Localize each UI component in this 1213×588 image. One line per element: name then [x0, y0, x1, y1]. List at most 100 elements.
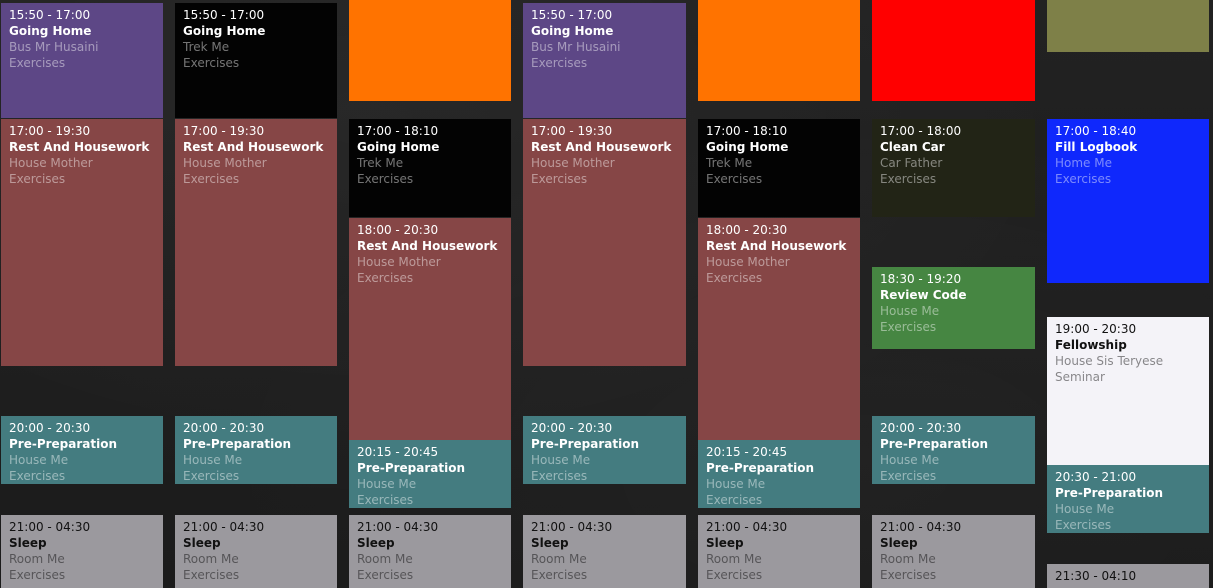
- event-time: 21:00 - 04:30: [9, 520, 91, 534]
- event-category: Exercises: [706, 568, 763, 582]
- event-sleep[interactable]: 21:00 - 04:30 Sleep Room Me Exercises: [349, 515, 511, 588]
- event-title: Rest And Housework: [357, 239, 498, 253]
- event-location: House Me: [183, 453, 243, 467]
- event-location: House Me: [357, 477, 417, 491]
- event-time: 20:00 - 20:30: [880, 421, 962, 435]
- event-title: Going Home: [357, 140, 440, 154]
- event-going-home[interactable]: 15:50 - 17:00 Going Home Trek Me Exercis…: [175, 3, 337, 118]
- event-pre-preparation[interactable]: 20:00 - 20:30 Pre-Preparation House Me E…: [523, 416, 686, 484]
- event-category: Exercises: [706, 493, 763, 507]
- event-title: Pre-Preparation: [9, 437, 118, 451]
- event-location: Room Me: [183, 552, 239, 566]
- event-title: Pre-Preparation: [357, 461, 466, 475]
- event-time: 20:15 - 20:45: [706, 445, 788, 459]
- event-time: 20:15 - 20:45: [357, 445, 439, 459]
- event-location: House Me: [880, 453, 940, 467]
- event-review-code[interactable]: 18:30 - 19:20 Review Code House Me Exerc…: [872, 267, 1035, 349]
- event-time: 15:50 - 17:00: [531, 8, 613, 22]
- event-category: Exercises: [357, 271, 414, 285]
- event-rest-and-housework[interactable]: 17:00 - 19:30 Rest And Housework House M…: [1, 119, 163, 366]
- event-red-block[interactable]: [872, 0, 1035, 101]
- event-location: Room Me: [357, 552, 413, 566]
- event-pre-preparation[interactable]: 20:15 - 20:45 Pre-Preparation House Me E…: [349, 440, 511, 508]
- event-title: Sleep: [706, 536, 744, 550]
- event-location: House Me: [880, 304, 940, 318]
- event-pre-preparation[interactable]: 20:00 - 20:30 Pre-Preparation House Me E…: [872, 416, 1035, 484]
- event-time: 18:00 - 20:30: [357, 223, 439, 237]
- event-sleep[interactable]: 21:30 - 04:10: [1047, 564, 1209, 588]
- event-title: Sleep: [183, 536, 221, 550]
- event-going-home[interactable]: 15:50 - 17:00 Going Home Bus Mr Husaini …: [1, 3, 163, 118]
- event-pre-preparation[interactable]: 20:15 - 20:45 Pre-Preparation House Me E…: [698, 440, 860, 508]
- event-sleep[interactable]: 21:00 - 04:30 Sleep Room Me Exercises: [175, 515, 337, 588]
- event-time: 20:00 - 20:30: [531, 421, 613, 435]
- event-location: Room Me: [531, 552, 587, 566]
- event-clean-car[interactable]: 17:00 - 18:00 Clean Car Car Father Exerc…: [872, 119, 1035, 217]
- event-title: Going Home: [183, 24, 266, 38]
- event-category: Exercises: [9, 56, 66, 70]
- event-category: Exercises: [880, 172, 937, 186]
- day-column-5: 17:00 - 18:10 Going Home Trek Me Exercis…: [698, 0, 860, 588]
- event-location: Room Me: [706, 552, 762, 566]
- event-location: Bus Mr Husaini: [531, 40, 621, 54]
- event-pre-preparation[interactable]: 20:00 - 20:30 Pre-Preparation House Me E…: [1, 416, 163, 484]
- event-title: Sleep: [357, 536, 395, 550]
- event-location: House Me: [706, 477, 766, 491]
- event-category: Exercises: [357, 493, 414, 507]
- event-rest-and-housework[interactable]: 18:00 - 20:30 Rest And Housework House M…: [349, 218, 511, 440]
- event-time: 21:00 - 04:30: [880, 520, 962, 534]
- event-title: Fill Logbook: [1055, 140, 1138, 154]
- event-sleep[interactable]: 21:00 - 04:30 Sleep Room Me Exercises: [1, 515, 163, 588]
- event-location: House Mother: [531, 156, 615, 170]
- event-category: Exercises: [9, 469, 66, 483]
- event-location: Trek Me: [357, 156, 404, 170]
- event-time: 17:00 - 19:30: [531, 124, 613, 138]
- event-time: 17:00 - 18:10: [706, 124, 788, 138]
- event-rest-and-housework[interactable]: 17:00 - 19:30 Rest And Housework House M…: [175, 119, 337, 366]
- event-category: Exercises: [357, 568, 414, 582]
- event-category: Exercises: [183, 172, 240, 186]
- day-column-3: 17:00 - 18:10 Going Home Trek Me Exercis…: [349, 0, 511, 588]
- event-time: 18:30 - 19:20: [880, 272, 962, 286]
- event-time: 21:00 - 04:30: [706, 520, 788, 534]
- event-category: Exercises: [1055, 172, 1112, 186]
- event-category: Exercises: [183, 469, 240, 483]
- event-pre-preparation[interactable]: 20:30 - 21:00 Pre-Preparation House Me E…: [1047, 465, 1209, 533]
- event-orange-block[interactable]: [698, 0, 860, 101]
- event-category: Exercises: [531, 56, 588, 70]
- event-title: Rest And Housework: [531, 140, 672, 154]
- event-title: Pre-Preparation: [531, 437, 640, 451]
- event-pre-preparation[interactable]: 20:00 - 20:30 Pre-Preparation House Me E…: [175, 416, 337, 484]
- event-going-home[interactable]: 17:00 - 18:10 Going Home Trek Me Exercis…: [349, 119, 511, 217]
- event-title: Fellowship: [1055, 338, 1127, 352]
- event-time: 19:00 - 20:30: [1055, 322, 1137, 336]
- event-category: Exercises: [880, 320, 937, 334]
- event-title: Going Home: [706, 140, 789, 154]
- event-going-home[interactable]: 15:50 - 17:00 Going Home Bus Mr Husaini …: [523, 3, 686, 118]
- event-location: House Mother: [183, 156, 267, 170]
- event-time: 21:00 - 04:30: [183, 520, 265, 534]
- event-sleep[interactable]: 21:00 - 04:30 Sleep Room Me Exercises: [872, 515, 1035, 588]
- event-fellowship[interactable]: 19:00 - 20:30 Fellowship House Sis Terye…: [1047, 317, 1209, 465]
- event-going-home[interactable]: 17:00 - 18:10 Going Home Trek Me Exercis…: [698, 119, 860, 217]
- event-category: Exercises: [706, 172, 763, 186]
- event-title: Rest And Housework: [706, 239, 847, 253]
- event-time: 17:00 - 18:00: [880, 124, 962, 138]
- event-category: Exercises: [357, 172, 414, 186]
- event-rest-and-housework[interactable]: 18:00 - 20:30 Rest And Housework House M…: [698, 218, 860, 440]
- event-location: Trek Me: [706, 156, 753, 170]
- day-column-2: 15:50 - 17:00 Going Home Trek Me Exercis…: [175, 0, 337, 588]
- event-title: Pre-Preparation: [706, 461, 815, 475]
- event-fill-logbook[interactable]: 17:00 - 18:40 Fill Logbook Home Me Exerc…: [1047, 119, 1209, 283]
- event-title: Pre-Preparation: [1055, 486, 1164, 500]
- event-title: Sleep: [531, 536, 569, 550]
- event-sleep[interactable]: 21:00 - 04:30 Sleep Room Me Exercises: [698, 515, 860, 588]
- event-category: Exercises: [183, 568, 240, 582]
- event-orange-block[interactable]: [349, 0, 511, 101]
- event-category: Exercises: [9, 172, 66, 186]
- event-rest-and-housework[interactable]: 17:00 - 19:30 Rest And Housework House M…: [523, 119, 686, 366]
- event-location: Room Me: [9, 552, 65, 566]
- event-sleep[interactable]: 21:00 - 04:30 Sleep Room Me Exercises: [523, 515, 686, 588]
- event-olive-block[interactable]: [1047, 0, 1209, 52]
- event-time: 18:00 - 20:30: [706, 223, 788, 237]
